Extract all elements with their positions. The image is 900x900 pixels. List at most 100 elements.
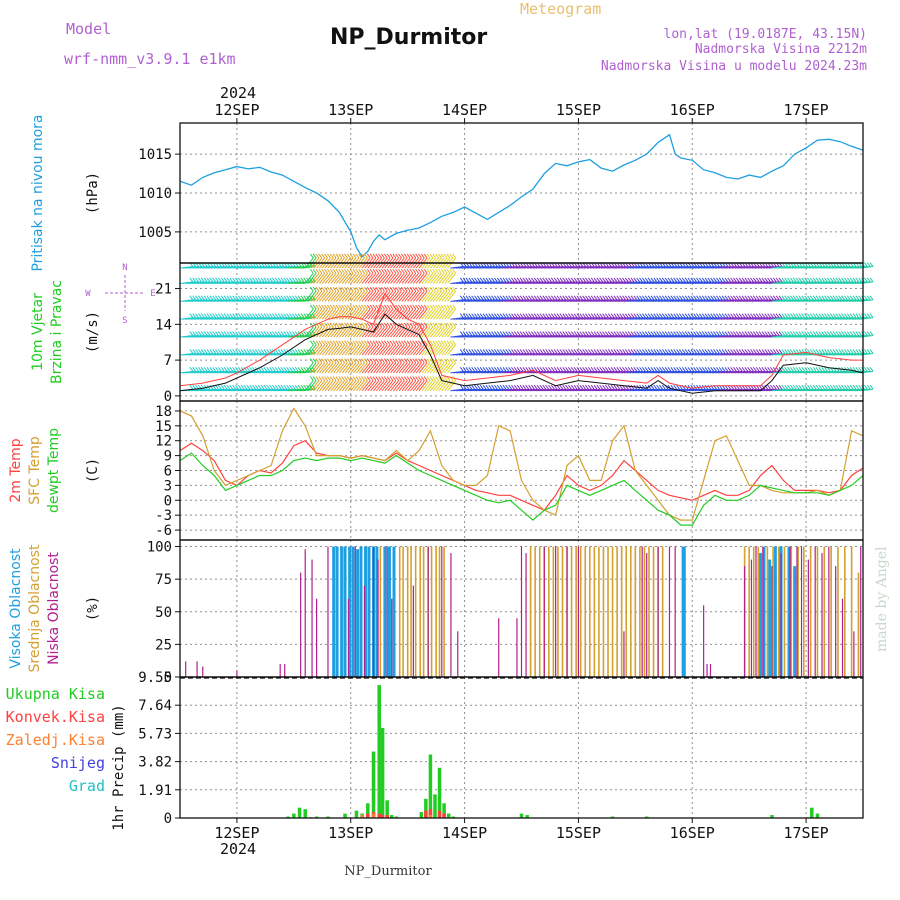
wind-barb xyxy=(860,317,874,320)
wind-barb-flag xyxy=(378,253,382,259)
cloud-bar xyxy=(843,546,846,677)
wind-barb-flag xyxy=(338,253,343,259)
wind-barb-flag xyxy=(568,349,572,354)
wind-barb-flag xyxy=(395,304,400,310)
wind-barb-flag xyxy=(673,384,678,390)
y-tick-label: 14 xyxy=(155,317,172,333)
wind-barb-flag xyxy=(291,295,296,301)
wind-barb-flag xyxy=(824,331,828,336)
wind-barb-flag xyxy=(361,268,365,274)
wind-barb-flag xyxy=(511,331,515,336)
wind-barb xyxy=(321,362,331,374)
compass-west: W xyxy=(85,289,91,299)
wind-barb-flag xyxy=(235,295,239,301)
wind-barb-flag xyxy=(420,268,425,274)
wind-barb-flag xyxy=(718,349,723,354)
wind-barb-flag xyxy=(604,313,609,318)
wind-barb-flag xyxy=(274,313,279,318)
wind-barb-flag xyxy=(667,367,672,372)
wind-barb-flag xyxy=(866,331,871,336)
wind-barb-flag xyxy=(661,349,666,354)
cloud-bar xyxy=(629,546,632,677)
wind-barb-flag xyxy=(602,349,606,354)
wind-barb-flag xyxy=(409,253,414,259)
wind-barb-flag xyxy=(403,253,408,259)
wind-barb xyxy=(313,272,323,284)
wind-barb-flag xyxy=(372,268,377,274)
wind-barb-flag xyxy=(678,349,683,354)
wind-barb-flag xyxy=(619,295,624,301)
cloud-bar xyxy=(356,549,360,677)
wind-barb-flag xyxy=(604,349,609,354)
wind-barb-flag xyxy=(366,286,371,292)
wind-barb-flag xyxy=(400,376,405,381)
wind-barb-flag xyxy=(670,331,675,336)
wind-barb-flag xyxy=(647,313,652,318)
wind-barb-flag xyxy=(841,384,846,390)
wind-barb xyxy=(375,272,385,284)
wind-barb-flag xyxy=(772,331,777,336)
wind-barb-flag xyxy=(426,358,431,364)
elevation-label: Nadmorska Visina 2212m xyxy=(695,42,867,57)
wind-barb-flag xyxy=(358,322,363,328)
cloud-bar xyxy=(759,553,763,677)
wind-barb-flag xyxy=(226,349,231,354)
wind-barb xyxy=(350,272,360,284)
y-tick-label: 1010 xyxy=(138,186,172,202)
wind-barb-flag xyxy=(189,331,194,336)
wind-barb-flag xyxy=(443,340,448,346)
wind-barb-flag xyxy=(721,349,726,354)
wind-barb-flag xyxy=(366,268,371,274)
wind-barb xyxy=(390,272,400,284)
wind-barb-flag xyxy=(767,384,772,390)
wind-barb-flag xyxy=(804,313,809,318)
wind-barb-flag xyxy=(792,277,797,283)
wind-barb-flag xyxy=(378,358,382,364)
wind-barb xyxy=(444,344,454,356)
wind-barb xyxy=(344,362,354,374)
wind-barb-flag xyxy=(491,384,495,390)
cloud-bar xyxy=(375,546,379,677)
wind-barb-flag xyxy=(787,331,791,336)
wind-barb-flag xyxy=(559,313,564,318)
wind-barb-flag xyxy=(420,304,425,310)
wind-barb-flag xyxy=(738,331,743,336)
wind-barb-flag xyxy=(381,286,385,292)
wind-barb-flag xyxy=(516,295,521,301)
wind-barb-flag xyxy=(585,277,589,283)
wind-barb-flag xyxy=(324,286,328,292)
wind-barb xyxy=(415,290,425,302)
wind-barb-flag xyxy=(412,358,417,364)
wind-barb-flag xyxy=(266,349,271,354)
wind-barb-flag xyxy=(750,295,754,301)
wind-barb-flag xyxy=(693,384,698,390)
wind-barb xyxy=(407,308,417,320)
wind-barb-flag xyxy=(303,313,308,318)
wind-barb-flag xyxy=(449,304,454,310)
wind-barb-flag xyxy=(696,295,700,301)
wind-barb-flag xyxy=(511,349,515,354)
wind-barb xyxy=(310,290,320,302)
wind-barb xyxy=(438,326,448,338)
wind-barb-flag xyxy=(429,268,434,274)
wind-barb-flag xyxy=(784,313,789,318)
wind-barb-flag xyxy=(727,367,732,372)
wind-barb xyxy=(393,344,402,356)
wind-barb-flag xyxy=(326,322,331,328)
wind-barb-flag xyxy=(491,295,495,301)
wind-barb-flag xyxy=(596,367,601,372)
wind-barb-flag xyxy=(687,313,692,318)
wind-barb-flag xyxy=(832,313,837,318)
y-tick-label: 50 xyxy=(155,605,172,621)
wind-barb-flag xyxy=(277,384,282,390)
wind-barb xyxy=(381,380,391,392)
wind-barb-flag xyxy=(570,277,575,283)
wind-barb-flag xyxy=(545,384,550,390)
wind-barb-flag xyxy=(687,349,692,354)
wind-barb-flag xyxy=(226,331,231,336)
wind-barb xyxy=(327,344,337,356)
cloud-bar xyxy=(652,546,655,677)
wind-barb xyxy=(353,290,363,302)
wind-barb-flag xyxy=(656,349,661,354)
